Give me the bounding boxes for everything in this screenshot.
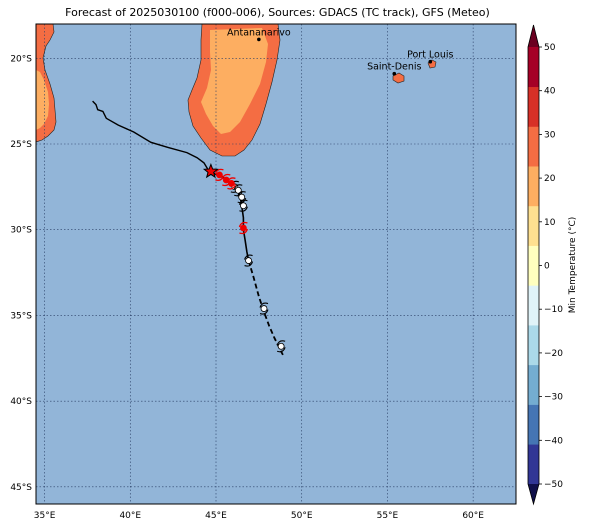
colorbar: 50 40 30 20 10 0 −10 −20 −30 −40 −50 xyxy=(527,24,563,506)
colorbar-segment xyxy=(528,166,539,207)
gridlines xyxy=(36,24,516,504)
cyclone-symbol-core xyxy=(245,257,252,264)
colorbar-segment xyxy=(528,86,539,127)
lat-tick-label: 25°S xyxy=(10,140,32,150)
colorbar-segment xyxy=(528,325,539,366)
tropical-storm-symbol xyxy=(237,191,247,204)
cyclone-symbol-arm-top xyxy=(214,168,224,175)
city-dot xyxy=(428,59,433,64)
current-position-star xyxy=(202,162,219,179)
cyclone-symbol-arm-bottom xyxy=(239,228,249,235)
lon-tick-label: 40°E xyxy=(119,511,141,521)
cyclone-symbol-arm-top xyxy=(226,177,236,183)
colorbar-tick-label: 40 xyxy=(544,87,556,97)
cyclone-symbol-arm-bottom xyxy=(259,309,269,315)
cyclone-symbol-core xyxy=(228,180,235,187)
cyclone-symbol-arm-top xyxy=(221,173,231,180)
colorbar-tick-label: 30 xyxy=(544,130,556,140)
tropical-storm-symbol xyxy=(244,254,254,267)
cyclone-red-symbol xyxy=(226,177,237,190)
colorbar-segment xyxy=(528,404,539,445)
colorbar-segment xyxy=(528,245,539,286)
colorbar-tick-label: −30 xyxy=(544,393,563,403)
axis-tick-labels: 35°E 40°E 45°E 50°E 55°E 60°E 20°S 25°S 30°S 35°S… xyxy=(10,54,484,521)
reunion-island xyxy=(392,72,405,84)
colorbar-segment xyxy=(528,126,539,167)
colorbar-tick-label: −20 xyxy=(544,349,563,359)
colorbar-tick-label: 20 xyxy=(544,174,556,184)
cyclone-symbol-core xyxy=(277,342,285,350)
past-track-line xyxy=(92,100,210,172)
cyclone-symbol-arm-top xyxy=(233,184,243,190)
city-label: Saint-Denis xyxy=(367,62,421,73)
cyclone-symbol-arm-top xyxy=(259,302,269,308)
lat-tick-label: 35°S xyxy=(10,311,32,321)
colorbar-tick-label: −10 xyxy=(544,305,563,315)
cyclone-symbol-core xyxy=(240,224,247,232)
city-label: Port Louis xyxy=(407,50,453,61)
madagascar-highlands xyxy=(201,28,268,134)
colorbar-tick-label: 10 xyxy=(544,218,556,228)
cyclone-symbol-arm-bottom xyxy=(244,261,254,267)
colorbar-tick-label: 50 xyxy=(544,43,556,53)
map-title: Forecast of 2025030100 (f000-006), Sourc… xyxy=(65,6,490,19)
colorbar-under-arrow xyxy=(528,484,539,504)
lon-tick-label: 60°E xyxy=(462,511,484,521)
tropical-storm-symbol xyxy=(238,199,248,212)
city-label: Antananarivo xyxy=(227,27,291,38)
lon-tick-label: 50°E xyxy=(291,511,313,521)
tropical-storm-symbol xyxy=(259,302,269,315)
lat-tick-label: 45°S xyxy=(10,483,32,493)
cyclone-symbol-arm-top xyxy=(238,221,248,228)
lat-tick-label: 20°S xyxy=(10,54,32,64)
tropical-storm-symbol xyxy=(276,340,286,353)
lat-tick-label: 40°S xyxy=(10,397,32,407)
cyclone-symbol-core xyxy=(240,202,247,210)
cyclone-symbol-core xyxy=(260,305,268,312)
cyclone-symbol-core xyxy=(216,171,223,179)
lat-tick-label: 30°S xyxy=(10,226,32,236)
city-dot xyxy=(392,71,397,76)
cyclone-track xyxy=(92,100,286,356)
colorbar-tick-label: −50 xyxy=(544,480,563,490)
ocean xyxy=(36,24,516,504)
cyclone-symbol-arm-bottom xyxy=(227,184,237,190)
africa-warm-zone xyxy=(36,70,49,130)
colorbar-segment xyxy=(528,444,539,485)
map-frame xyxy=(35,23,517,505)
cyclone-symbol-arm-bottom xyxy=(276,347,286,353)
colorbar-segment xyxy=(528,285,539,326)
cyclone-symbol-arm-bottom xyxy=(237,197,247,204)
cyclone-symbol-core xyxy=(234,186,242,194)
lon-tick-label: 45°E xyxy=(205,511,227,521)
cyclone-symbol-arm-top xyxy=(244,254,253,260)
colorbar-tick-label: 0 xyxy=(544,262,550,272)
lon-tick-label: 35°E xyxy=(34,511,56,521)
cyclone-symbol-arm-top xyxy=(238,199,248,205)
city-dot xyxy=(257,37,261,42)
colorbar-segment xyxy=(528,364,539,405)
cyclone-symbol-arm-bottom xyxy=(239,206,248,212)
cyclone-symbol-arm-top xyxy=(237,191,246,197)
colorbar-tick-label: −40 xyxy=(544,436,563,446)
colorbar-label: Min Temperature (°C) xyxy=(568,217,578,314)
lon-tick-label: 55°E xyxy=(377,511,399,521)
cyclone-symbol-core xyxy=(238,193,246,201)
cyclone-symbol-arm-top xyxy=(276,340,286,346)
colorbar-segment xyxy=(528,47,539,88)
colorbar-over-arrow xyxy=(528,25,539,47)
colorbar-segment xyxy=(528,205,539,246)
cyclone-red-symbol xyxy=(238,221,249,235)
